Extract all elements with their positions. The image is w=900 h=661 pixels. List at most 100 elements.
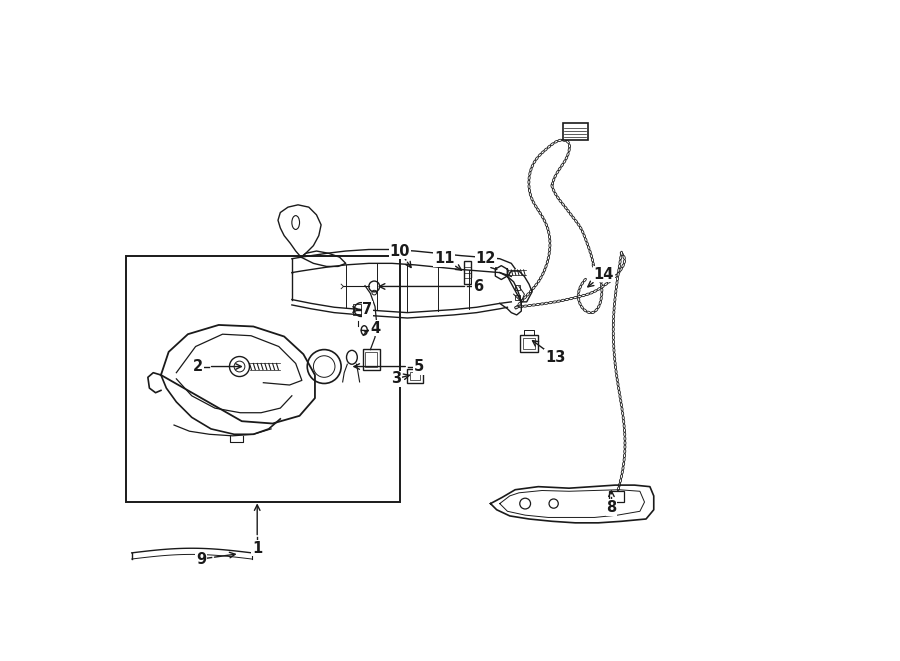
Ellipse shape xyxy=(615,365,616,369)
Ellipse shape xyxy=(581,230,584,234)
Ellipse shape xyxy=(562,139,566,141)
Ellipse shape xyxy=(616,377,618,382)
Ellipse shape xyxy=(612,336,615,340)
Ellipse shape xyxy=(532,286,536,290)
Ellipse shape xyxy=(548,301,553,303)
Ellipse shape xyxy=(619,260,621,264)
Ellipse shape xyxy=(586,242,589,246)
Ellipse shape xyxy=(611,278,615,280)
Ellipse shape xyxy=(616,382,619,386)
Ellipse shape xyxy=(586,293,590,295)
Ellipse shape xyxy=(621,470,624,474)
Ellipse shape xyxy=(591,258,593,262)
Bar xyxy=(363,349,380,370)
Ellipse shape xyxy=(620,256,622,260)
Bar xyxy=(515,295,520,299)
Ellipse shape xyxy=(536,208,539,212)
Ellipse shape xyxy=(544,264,547,268)
Ellipse shape xyxy=(580,226,582,230)
Ellipse shape xyxy=(585,238,587,242)
Ellipse shape xyxy=(569,144,571,148)
Ellipse shape xyxy=(616,285,617,289)
Ellipse shape xyxy=(530,168,532,172)
Ellipse shape xyxy=(624,441,626,445)
Ellipse shape xyxy=(617,268,620,272)
Ellipse shape xyxy=(616,281,618,285)
Ellipse shape xyxy=(544,148,547,151)
Ellipse shape xyxy=(565,298,569,301)
Bar xyxy=(515,285,520,290)
Ellipse shape xyxy=(616,491,618,495)
Ellipse shape xyxy=(619,268,623,271)
Ellipse shape xyxy=(561,299,565,301)
Text: 5: 5 xyxy=(414,359,424,374)
Ellipse shape xyxy=(613,344,615,348)
Bar xyxy=(609,490,625,502)
Ellipse shape xyxy=(613,310,615,315)
Ellipse shape xyxy=(548,235,551,239)
Ellipse shape xyxy=(577,293,580,297)
Ellipse shape xyxy=(558,139,562,141)
Text: 1: 1 xyxy=(252,541,262,556)
Ellipse shape xyxy=(615,369,617,373)
Ellipse shape xyxy=(559,200,562,203)
Ellipse shape xyxy=(617,272,619,276)
Ellipse shape xyxy=(572,216,575,219)
Ellipse shape xyxy=(624,260,625,264)
Ellipse shape xyxy=(577,295,581,297)
Ellipse shape xyxy=(524,295,526,299)
Text: 3: 3 xyxy=(391,371,401,386)
Ellipse shape xyxy=(554,175,556,178)
Ellipse shape xyxy=(535,283,537,287)
Ellipse shape xyxy=(595,308,598,312)
Ellipse shape xyxy=(618,390,620,395)
Ellipse shape xyxy=(533,160,536,164)
Ellipse shape xyxy=(526,293,529,296)
Ellipse shape xyxy=(531,164,534,168)
Ellipse shape xyxy=(617,271,620,274)
Ellipse shape xyxy=(536,157,538,161)
Ellipse shape xyxy=(591,311,595,313)
Ellipse shape xyxy=(600,292,603,296)
Ellipse shape xyxy=(617,386,620,391)
Ellipse shape xyxy=(539,212,542,215)
Ellipse shape xyxy=(567,153,569,157)
Text: 12: 12 xyxy=(476,251,496,266)
Ellipse shape xyxy=(519,305,523,307)
Ellipse shape xyxy=(589,250,591,254)
Ellipse shape xyxy=(545,223,547,227)
Ellipse shape xyxy=(612,319,615,323)
Ellipse shape xyxy=(531,197,533,201)
Ellipse shape xyxy=(553,301,557,303)
Ellipse shape xyxy=(624,428,625,432)
Ellipse shape xyxy=(616,374,617,378)
Ellipse shape xyxy=(592,264,595,268)
Ellipse shape xyxy=(570,213,572,216)
Ellipse shape xyxy=(536,303,540,305)
Ellipse shape xyxy=(549,239,551,243)
Ellipse shape xyxy=(623,420,625,424)
Ellipse shape xyxy=(563,160,566,163)
Ellipse shape xyxy=(624,445,625,449)
Ellipse shape xyxy=(622,416,625,420)
Ellipse shape xyxy=(620,399,622,403)
Ellipse shape xyxy=(621,407,623,411)
Ellipse shape xyxy=(527,305,532,307)
Ellipse shape xyxy=(579,301,581,305)
Ellipse shape xyxy=(551,184,554,188)
Ellipse shape xyxy=(544,268,545,272)
Ellipse shape xyxy=(558,167,561,171)
Text: 11: 11 xyxy=(434,251,454,266)
Ellipse shape xyxy=(613,306,616,311)
Ellipse shape xyxy=(608,280,611,283)
Ellipse shape xyxy=(554,192,557,196)
Ellipse shape xyxy=(542,272,544,276)
Ellipse shape xyxy=(583,234,586,238)
Ellipse shape xyxy=(547,256,550,260)
Ellipse shape xyxy=(515,305,518,309)
Ellipse shape xyxy=(588,246,590,250)
Ellipse shape xyxy=(600,284,603,288)
Ellipse shape xyxy=(583,309,587,312)
Ellipse shape xyxy=(623,424,626,428)
Ellipse shape xyxy=(597,272,599,276)
